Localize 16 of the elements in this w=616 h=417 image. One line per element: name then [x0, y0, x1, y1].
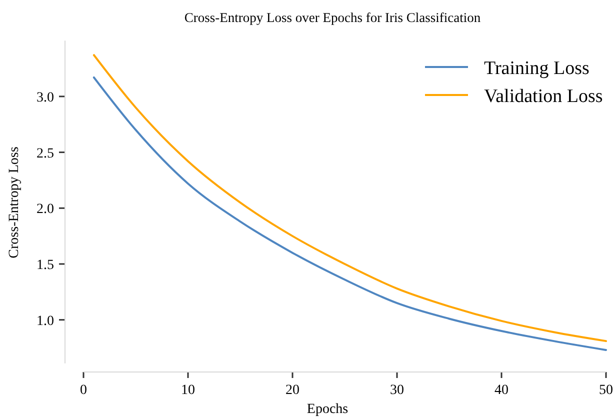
y-axis-title: Cross-Entropy Loss [7, 146, 22, 258]
x-tick-label: 50 [599, 383, 613, 398]
chart-title: Cross-Entropy Loss over Epochs for Iris Classification [184, 10, 481, 25]
y-tick-label: 1.5 [36, 258, 54, 273]
legend-label: Validation Loss [484, 86, 603, 107]
x-tick-label: 10 [181, 383, 195, 398]
y-tick-label: 2.0 [36, 202, 54, 218]
x-tick-label: 40 [494, 383, 508, 398]
x-tick-label: 0 [80, 383, 87, 398]
y-tick-label: 1.0 [36, 314, 54, 329]
x-tick-label: 30 [390, 383, 404, 398]
y-tick-label: 2.5 [36, 146, 54, 162]
x-axis-title: Epochs [306, 402, 348, 417]
legend-label: Training Loss [484, 58, 590, 79]
y-tick-label: 3.0 [36, 90, 54, 106]
x-tick-label: 20 [286, 383, 300, 398]
